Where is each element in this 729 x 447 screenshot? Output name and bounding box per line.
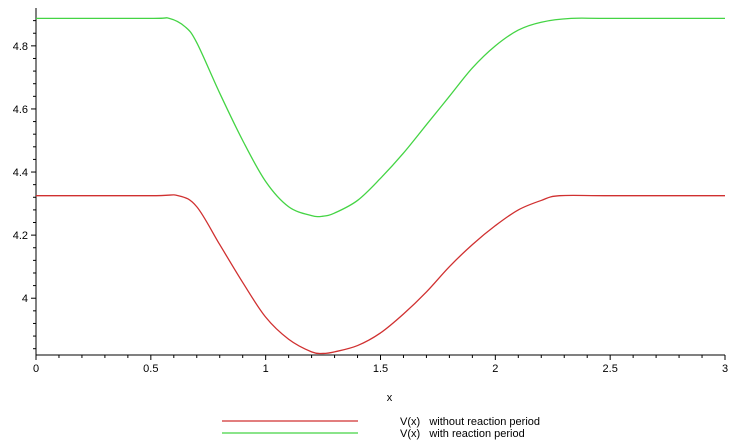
x-tick-label: 1	[263, 363, 269, 375]
series-line-without-reaction	[35, 194, 725, 355]
legend-label: V(x) with reaction period	[400, 428, 525, 440]
y-tick-label: 4.2	[13, 230, 28, 242]
series-lines	[35, 17, 725, 355]
axes: 0 0.5 1 1.5 2 2.5 3 4 4.2 4.4 4.6 4.8	[13, 8, 728, 375]
x-tick-label: 1.5	[373, 363, 388, 375]
x-tick-label: 0.5	[143, 363, 158, 375]
y-tick-label: 4.8	[13, 41, 28, 53]
x-axis-label: x	[387, 392, 393, 404]
x-tick-label: 0	[33, 363, 39, 375]
x-tick-label: 2	[492, 363, 498, 375]
y-tick-label: 4.6	[13, 104, 28, 116]
y-tick-label: 4.4	[13, 167, 28, 179]
series-line-with-reaction	[36, 17, 725, 218]
legend-label: V(x) without reaction period	[400, 416, 540, 428]
x-tick-label: 3	[722, 363, 728, 375]
x-tick-label: 2.5	[603, 363, 618, 375]
y-tick-label: 4	[22, 293, 28, 305]
